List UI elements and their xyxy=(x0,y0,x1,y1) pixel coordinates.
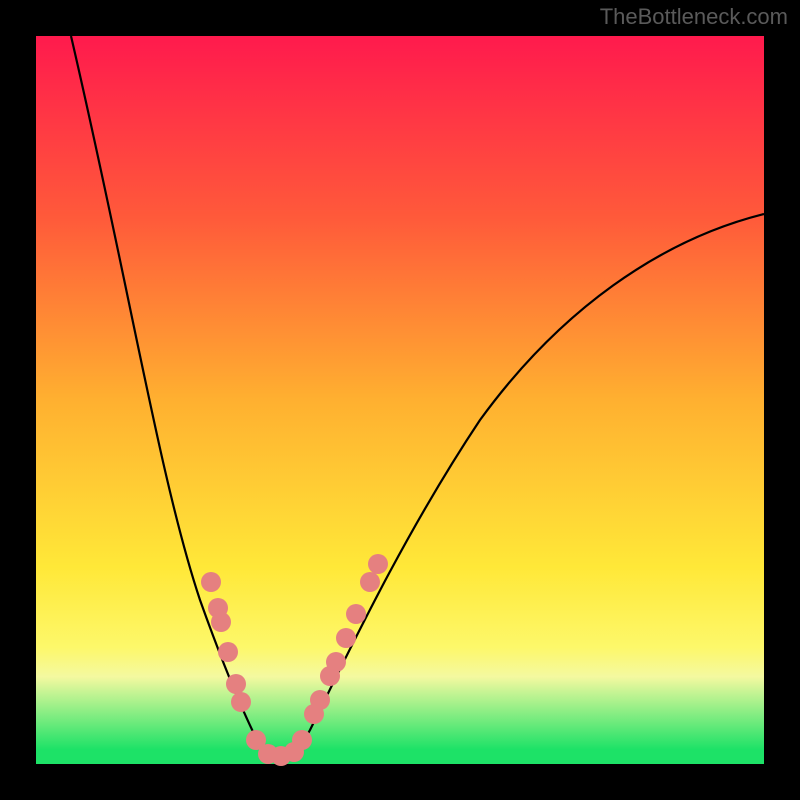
watermark-text: TheBottleneck.com xyxy=(600,4,788,30)
chart-plot-area xyxy=(36,36,764,764)
